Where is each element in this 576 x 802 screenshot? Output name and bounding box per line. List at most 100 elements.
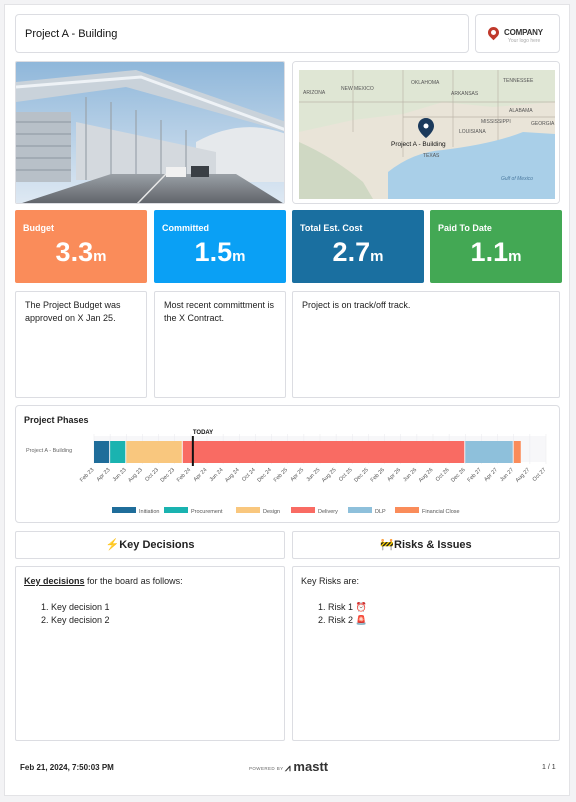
page-number: 1 / 1 [542,764,556,771]
metric-value: 2.7m [332,237,384,267]
legend-swatch [348,507,372,513]
project-photo [15,61,285,204]
x-tick-label: Apr 26 [386,467,402,483]
map-label-new-mexico: NEW MEXICO [341,86,374,92]
legend-swatch [112,507,136,513]
mastt-brand: ⩘ mastt [285,759,329,774]
gantt-bar-dlp [465,441,513,463]
map-label-arkansas: ARKANSAS [451,91,479,97]
metric-label: Paid To Date [438,223,492,233]
x-tick-label: Jun 25 [305,467,321,483]
decisions-intro: Key decisions for the board as follows: [24,576,183,586]
risks-issues-heading: 🚧Risks & Issues [292,531,560,559]
page-title: Project A - Building [25,28,118,40]
x-tick-label: Feb 27 [466,467,482,483]
metric-value: 1.1m [470,237,522,267]
x-tick-label: Dec 24 [256,467,273,484]
key-decisions-panel: Key decisions for the board as follows: … [15,566,285,741]
map-label-texas: TEXAS [423,153,440,159]
legend-swatch [395,507,419,513]
risks-intro: Key Risks are: [301,576,360,586]
project-location-map: ARIZONA NEW MEXICO OKLAHOMA ARKANSAS TEN… [292,61,560,204]
chart-title: Project Phases [24,415,89,425]
map-label-mississippi: MISSISSIPPI [481,119,511,125]
x-tick-label: Feb 26 [370,467,386,483]
x-tick-label: Dec 26 [450,467,467,484]
logo-tagline: Your logo here [508,38,541,44]
today-label: TODAY [193,430,213,436]
map-label-gulf: Gulf of Mexico [501,176,533,182]
x-tick-label: Feb 24 [176,467,192,483]
x-tick-label: Aug 25 [321,467,338,484]
x-tick-label: Oct 25 [338,467,354,483]
x-tick-label: Jun 26 [402,467,418,483]
title-card: Project A - Building [15,14,469,53]
key-decisions-heading: ⚡Key Decisions [15,531,285,559]
report-timestamp: Feb 21, 2024, 7:50:03 PM [20,763,114,772]
list-item: Key decision 2 [51,614,276,627]
decisions-list: Key decision 1 Key decision 2 [24,601,276,627]
x-tick-label: Apr 27 [483,467,499,483]
x-tick-label: Aug 23 [127,467,144,484]
legend-swatch [291,507,315,513]
x-tick-label: Oct 27 [532,467,548,483]
list-item: Risk 2 🚨 [328,614,551,627]
map-label-louisiana: LOUISIANA [459,129,486,135]
map-label-alabama: ALABAMA [509,108,533,114]
committed-note: Most recent committment is the X Contrac… [154,291,286,398]
x-tick-label: Oct 24 [241,467,257,483]
legend-label: Procurement [191,509,223,515]
location-pin-icon [485,24,502,41]
project-phases-chart: Project Phases Feb 23 Apr 23 Jun 23 Aug 23 O… [15,405,560,523]
gantt-bar-initiation [94,441,110,463]
x-tick-label: Dec 25 [353,467,370,484]
map-label-tennessee: TENNESSEE [503,78,534,84]
gantt-row-label: Project A - Building [26,448,72,454]
x-tick-label: Aug 24 [224,467,241,484]
list-item: Key decision 1 [51,601,276,614]
company-logo: COMPANY Your logo here [475,14,560,53]
x-tick-label: Apr 25 [290,467,306,483]
x-tick-label: Oct 26 [435,467,451,483]
x-tick-label: Apr 23 [96,467,112,483]
map-label-oklahoma: OKLAHOMA [411,80,440,86]
x-tick-label: Feb 25 [273,467,289,483]
legend-label: Initiation [139,509,160,515]
gantt-bar-delivery [182,441,465,463]
x-tick-label: Jun 23 [112,467,128,483]
x-tick-label: Aug 26 [418,467,435,484]
x-tick-label: Oct 23 [144,467,160,483]
metric-label: Budget [23,223,54,233]
x-tick-label: Aug 27 [515,467,532,484]
legend-swatch [236,507,260,513]
x-tick-label: Feb 23 [79,467,95,483]
metric-value: 1.5m [194,237,246,267]
risks-list: Risk 1 ⏰ Risk 2 🚨 [301,601,551,627]
map-pin-label: Project A - Building [391,141,446,148]
gantt-bar-design [126,441,182,463]
metric-label: Total Est. Cost [300,223,363,233]
x-tick-label: Apr 24 [193,467,209,483]
metric-total-est-cost: Total Est. Cost 2.7m [292,210,424,283]
budget-note: The Project Budget was approved on X Jan… [15,291,147,398]
metric-paid-to-date: Paid To Date 1.1m [430,210,562,283]
x-tick-label: Jun 27 [499,467,515,483]
gantt-bar-financial-close [513,441,521,463]
legend-label: Design [263,509,280,515]
logo-name: COMPANY [504,28,543,37]
status-note: Project is on track/off track. [292,291,560,398]
x-tick-label: Jun 24 [209,467,225,483]
risks-panel: Key Risks are: Risk 1 ⏰ Risk 2 🚨 [292,566,560,741]
metric-label: Committed [162,223,209,233]
powered-by-label: POWERED BY [249,766,284,771]
gantt-chart: Feb 23 Apr 23 Jun 23 Aug 23 Oct 23 Dec 23 Feb … [26,430,548,515]
report-page: Project A - Building COMPANY Your logo h… [4,4,570,796]
map-label-georgia: GEORGIA [531,121,555,127]
legend-label: DLP [375,509,386,515]
x-tick-label: Dec 23 [160,467,177,484]
list-item: Risk 1 ⏰ [328,601,551,614]
legend-swatch [164,507,188,513]
map-marker-icon[interactable] [418,118,434,138]
metric-value: 3.3m [55,237,107,267]
metric-committed: Committed 1.5m [154,210,286,283]
